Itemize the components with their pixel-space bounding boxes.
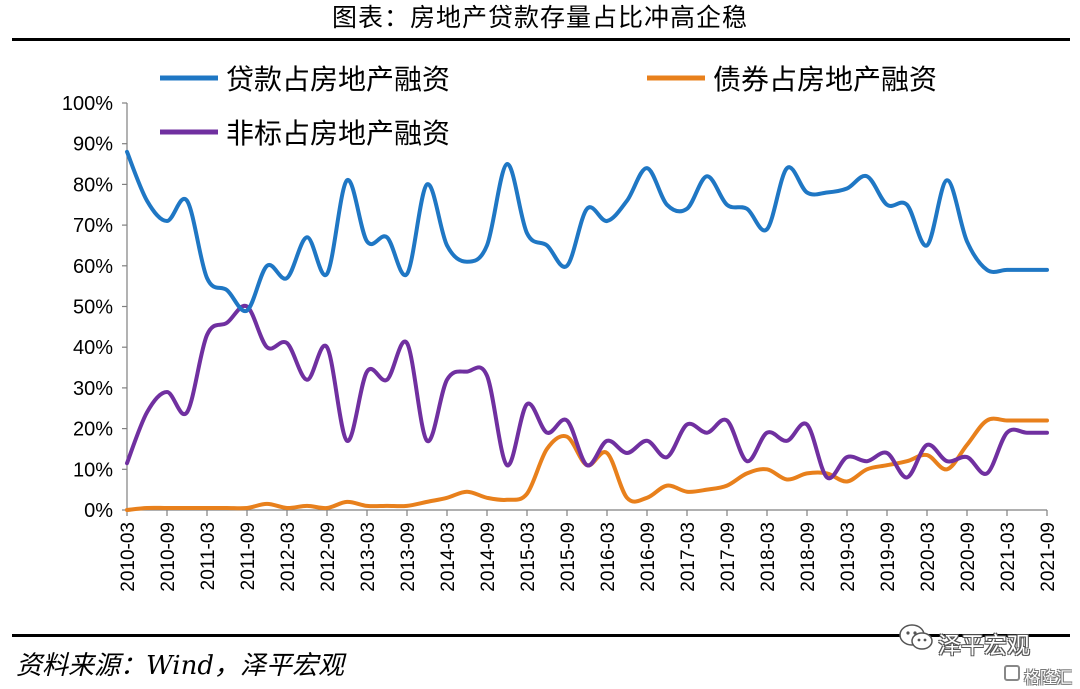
series-line-0 [125,149,1049,314]
x-tick-label: 2021-03 [998,522,1019,592]
x-tick-label: 2017-09 [718,522,739,592]
x-tick-label: 2015-09 [558,522,579,592]
x-tick-label: 2010-03 [118,522,139,592]
legend-label-1: 债券占房地产融资 [713,63,937,96]
x-tick-label: 2015-03 [518,522,539,592]
badge-icon [1004,665,1020,681]
y-tick-label: 70% [73,215,113,237]
x-tick-label: 2016-03 [598,522,619,592]
x-tick-label: 2020-09 [958,522,979,592]
top-rule [12,38,1070,41]
x-tick-label: 2017-03 [678,522,699,592]
x-tick-label: 2018-09 [798,522,819,592]
y-axis: 0% 10% 20% 30% 40% 50% 60% 70% 80% 90% 100% [62,93,128,522]
badge: 格隆汇 [1000,662,1078,687]
x-tick-label: 2014-03 [438,522,459,592]
x-tick-label: 2014-09 [478,522,499,592]
bottom-rule [12,634,1070,637]
x-tick-label: 2020-03 [918,522,939,592]
x-tick-label: 2011-09 [238,522,259,590]
series-layer [125,149,1049,512]
y-tick-label: 30% [73,378,113,400]
x-tick-label: 2011-03 [198,522,219,590]
x-tick-label: 2013-09 [398,522,419,592]
y-tick-label: 20% [73,419,113,441]
x-axis: 2010-03 2010-09 2011-03 2011-09 2012-03 2012-… [118,509,1059,592]
x-tick-label: 2019-09 [878,522,899,592]
x-tick-label: 2018-03 [758,522,779,592]
source-note: 资料来源：Wind，泽平宏观 [16,651,344,681]
legend-label-2: 非标占房地产融资 [226,117,450,150]
badge-text: 格隆汇 [1024,668,1073,687]
y-tick-label: 0% [84,500,113,522]
wechat-icon [899,624,933,650]
x-tick-label: 2019-03 [838,522,859,592]
legend-label-0: 贷款占房地产融资 [226,63,450,96]
y-tick-label: 40% [73,337,113,359]
x-tick-label: 2021-09 [1038,522,1059,592]
x-tick-label: 2012-03 [278,522,299,592]
watermark-text: 泽平宏观 [938,633,1030,659]
y-tick-label: 10% [73,459,113,481]
x-tick-label: 2013-03 [358,522,379,592]
x-tick-label: 2012-09 [318,522,339,592]
y-tick-label: 100% [62,93,113,115]
y-tick-label: 90% [73,134,113,156]
y-tick-label: 80% [73,174,113,196]
series-line-2 [125,303,1049,481]
y-tick-label: 50% [73,297,113,319]
x-tick-label: 2010-09 [158,522,179,592]
y-tick-label: 60% [73,256,113,278]
chart-title: 图表：房地产贷款存量占比冲高企稳 [331,3,748,32]
watermark: 泽平宏观 [898,622,1070,662]
x-tick-label: 2016-09 [638,522,659,592]
